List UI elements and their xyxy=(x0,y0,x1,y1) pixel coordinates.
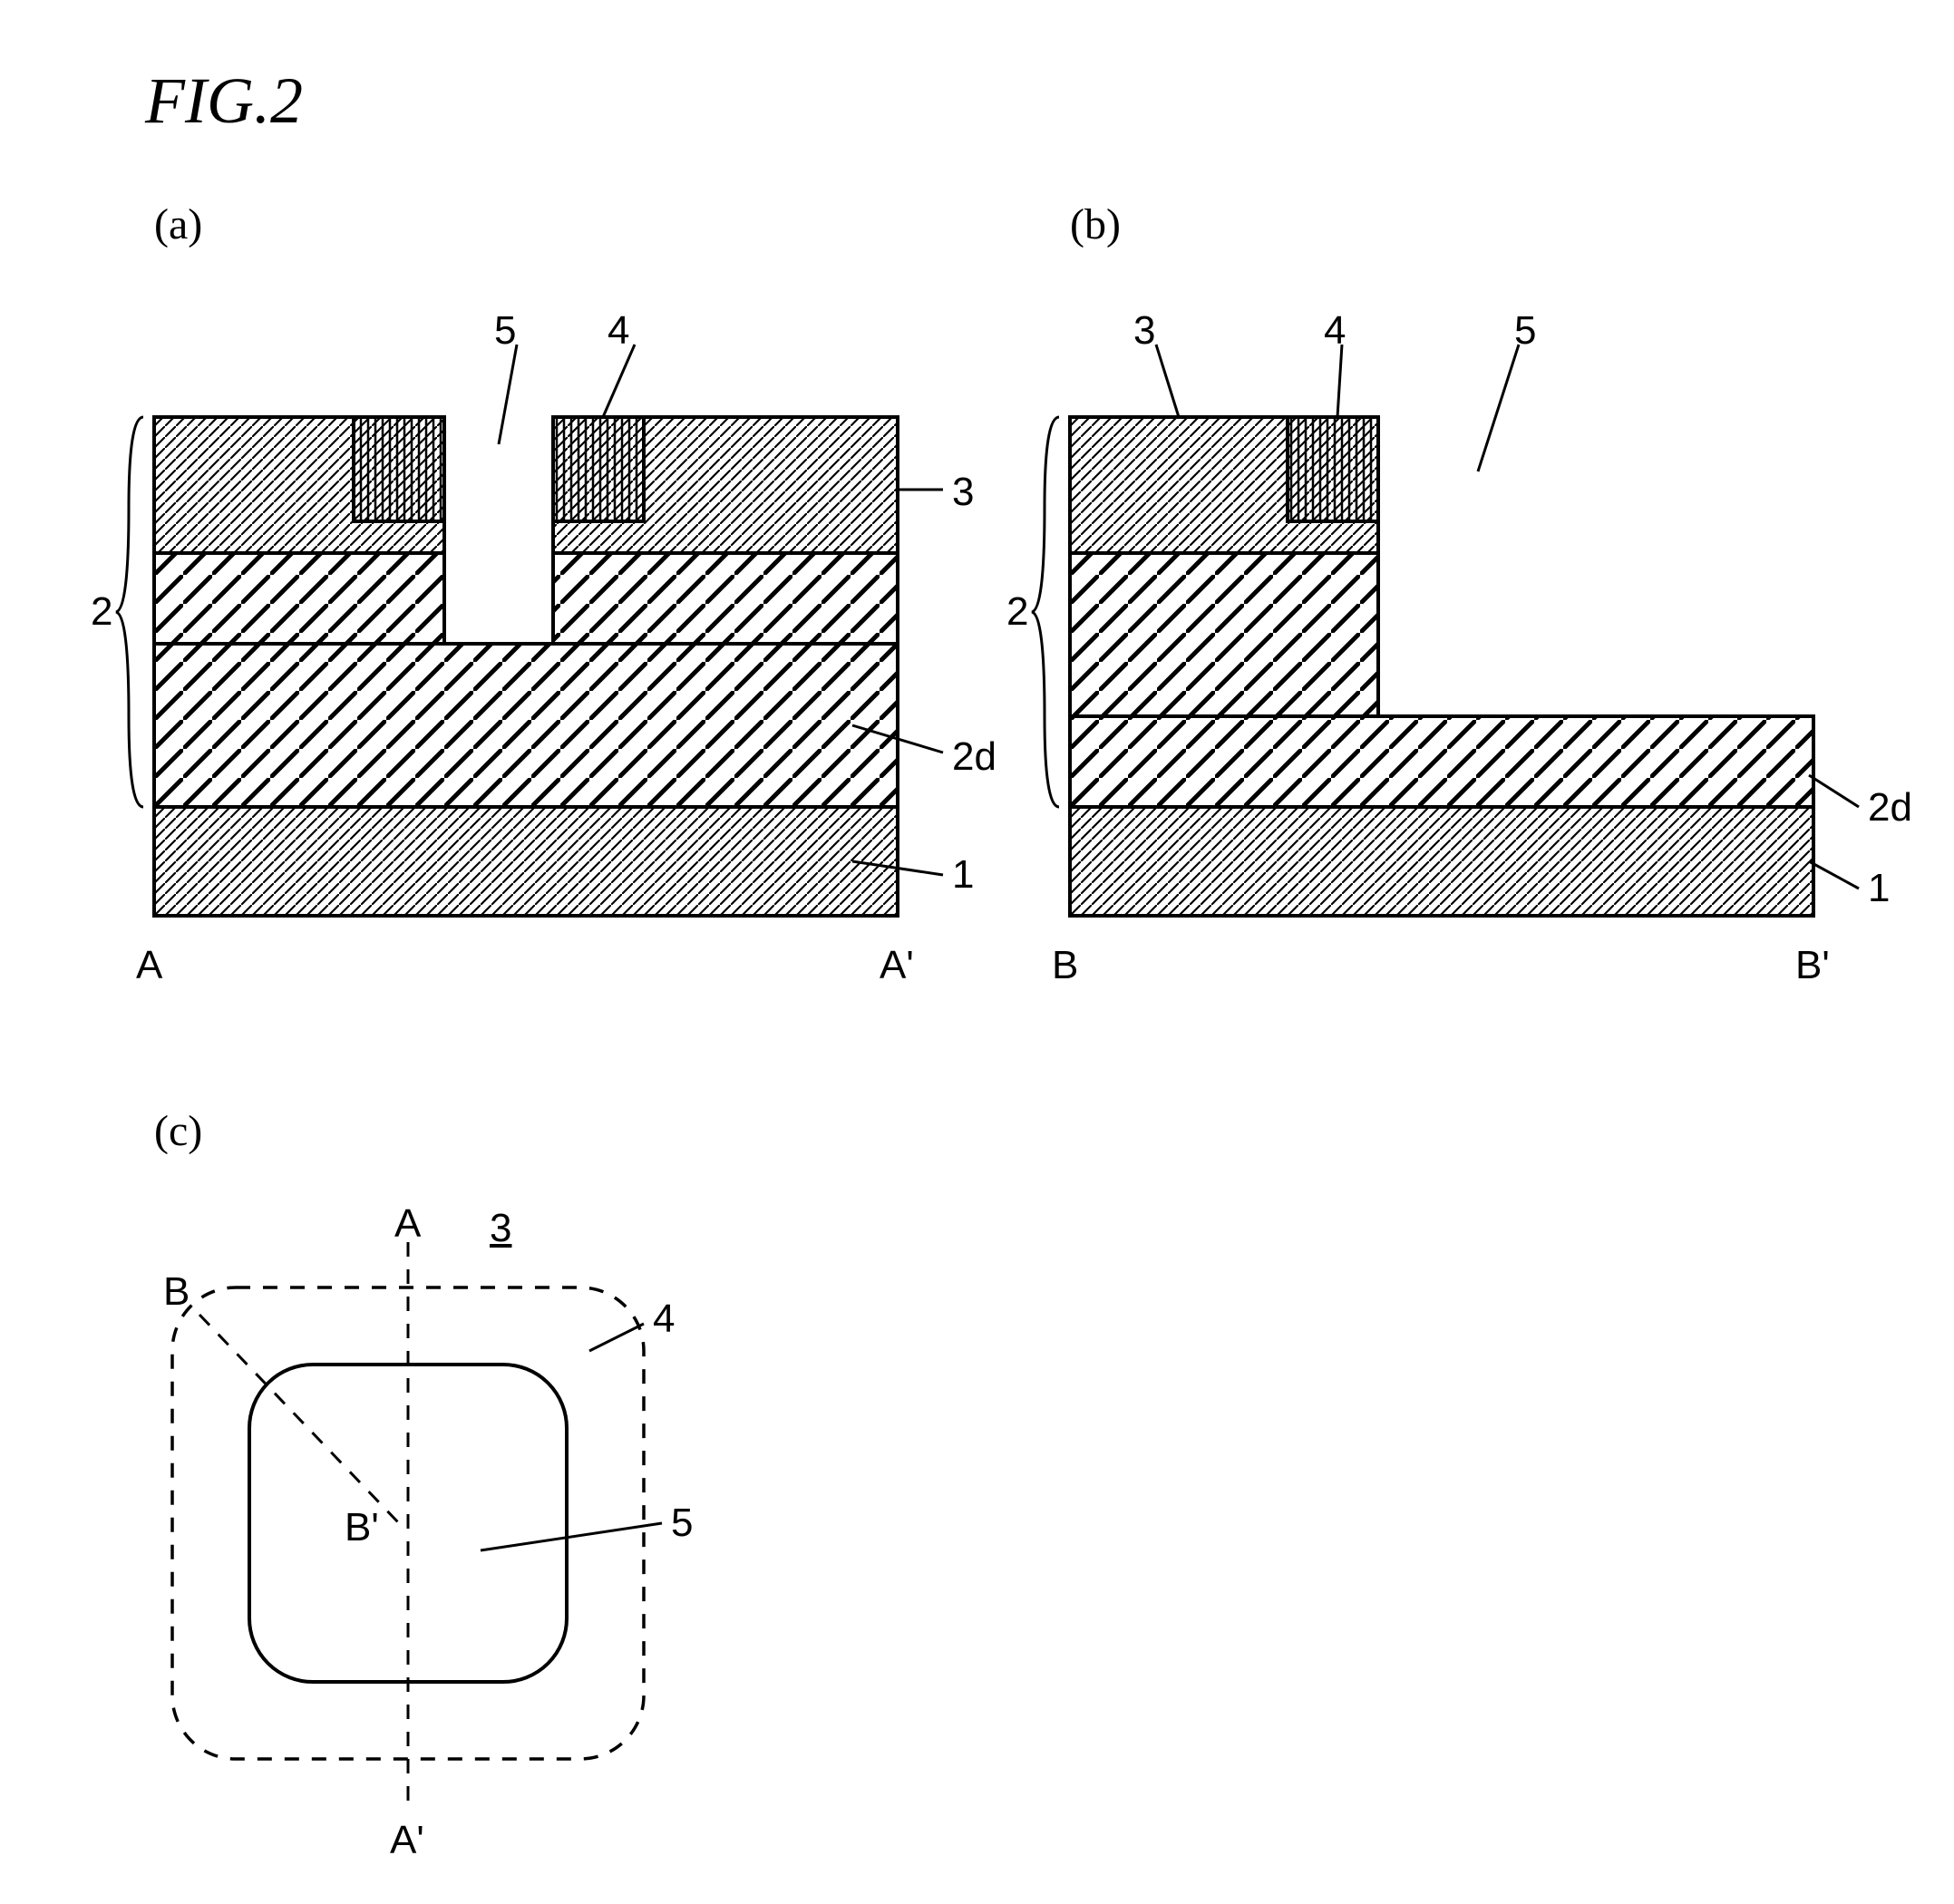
figure-title: FIG.2 xyxy=(145,63,303,139)
panel-a-substrate xyxy=(154,807,898,916)
panel-c-axis-Bp: B' xyxy=(345,1505,379,1550)
panel-a-layer2d-upper-right xyxy=(553,553,898,644)
panel-b-leader-4 xyxy=(1337,345,1342,417)
panel-b-leader-2d xyxy=(1809,775,1859,807)
panel-a-label-4: 4 xyxy=(608,308,629,354)
panel-a-layer2d-upper-left xyxy=(154,553,444,644)
panel-c-label-5: 5 xyxy=(671,1501,693,1546)
panel-c-axis-A: A xyxy=(394,1201,421,1247)
panel-c-svg xyxy=(109,1179,925,1904)
panel-c-leader-4 xyxy=(589,1324,644,1351)
panel-a-label-1: 1 xyxy=(952,852,974,898)
panel-a-svg xyxy=(100,326,1006,1006)
panel-a-label-2d: 2d xyxy=(952,734,996,780)
panel-a-label-2: 2 xyxy=(91,589,112,635)
panel-a-leader-5 xyxy=(499,345,517,444)
panel-a-axis-Ap: A' xyxy=(880,943,914,988)
panel-a-label-5: 5 xyxy=(494,308,516,354)
panel-b-layer2d-lower xyxy=(1070,716,1813,807)
panel-c-label-4: 4 xyxy=(653,1297,675,1342)
panel-a-layer4-left xyxy=(354,417,444,521)
panel-a-layer4-right xyxy=(553,417,644,521)
panel-b-label-5: 5 xyxy=(1514,308,1536,354)
panel-a-label-3: 3 xyxy=(952,470,974,515)
panel-b-layer4 xyxy=(1288,417,1378,521)
panel-a-leader-4 xyxy=(603,345,635,417)
subpanel-b-label: (b) xyxy=(1070,199,1121,249)
panel-c-axis-B: B xyxy=(163,1269,190,1315)
panel-c-label-3u: 3 xyxy=(490,1206,511,1251)
panel-b-leader-3 xyxy=(1156,345,1179,417)
panel-a-brace-2 xyxy=(116,417,143,807)
panel-b-label-4: 4 xyxy=(1324,308,1346,354)
panel-a-axis-A: A xyxy=(136,943,162,988)
panel-b-leader-5 xyxy=(1478,345,1519,471)
panel-b-label-2d: 2d xyxy=(1868,785,1912,831)
panel-b-axis-Bp: B' xyxy=(1795,943,1830,988)
panel-b-label-3: 3 xyxy=(1133,308,1155,354)
panel-b-axis-B: B xyxy=(1052,943,1078,988)
subpanel-a-label: (a) xyxy=(154,199,202,249)
figure-container: FIG.2 (a) (b) (c) xyxy=(36,36,1918,1859)
panel-c-axis-Ap: A' xyxy=(390,1818,424,1863)
panel-b-svg xyxy=(1016,326,1922,1006)
panel-b-layer2d-left xyxy=(1070,553,1378,716)
panel-c-cut-bb xyxy=(199,1315,399,1523)
panel-b-label-1: 1 xyxy=(1868,866,1890,911)
panel-b-label-2: 2 xyxy=(1006,589,1028,635)
panel-b-brace-2 xyxy=(1032,417,1059,807)
panel-b-substrate xyxy=(1070,807,1813,916)
panel-b-leader-1 xyxy=(1809,861,1859,889)
subpanel-c-label: (c) xyxy=(154,1106,202,1156)
panel-a-layer2d-lower xyxy=(154,644,898,807)
panel-c-leader-5 xyxy=(481,1523,662,1550)
